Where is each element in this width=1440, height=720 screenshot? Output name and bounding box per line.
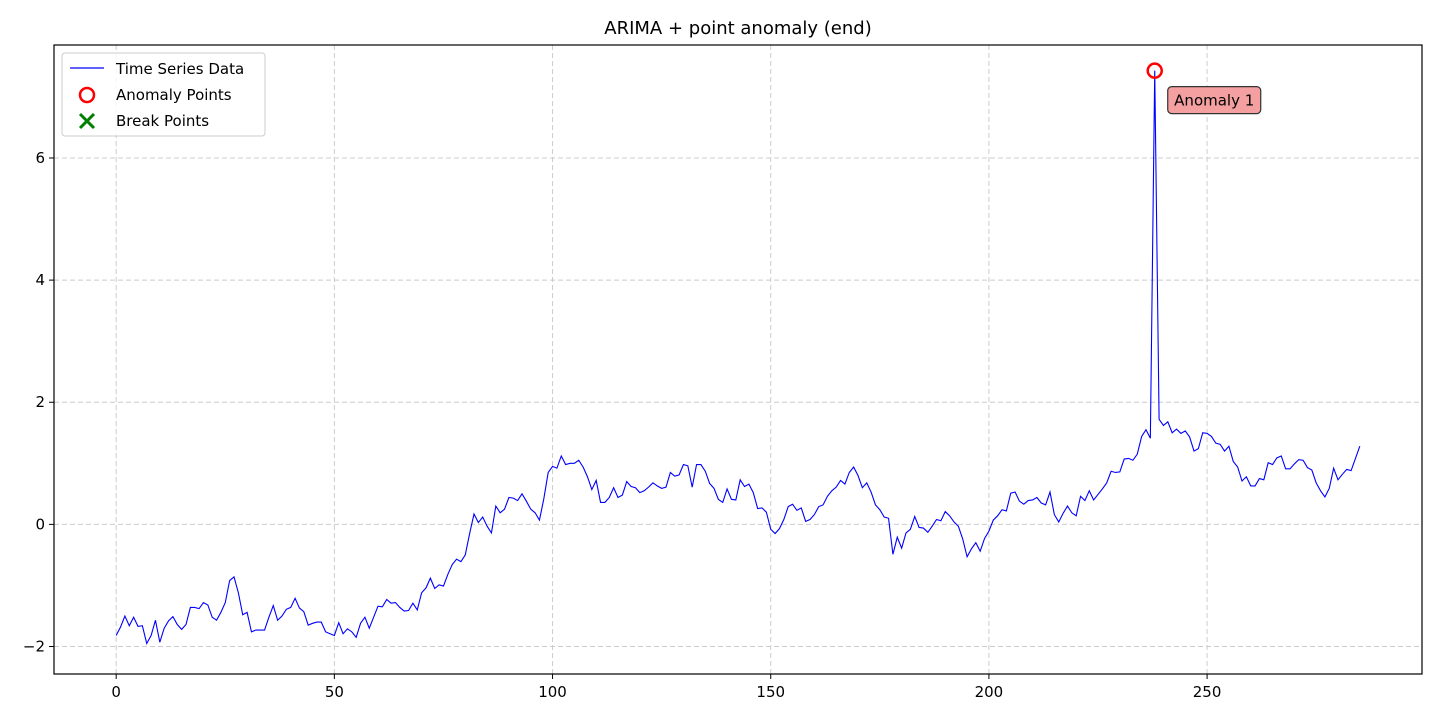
anomaly-annotation: Anomaly 1 bbox=[1167, 86, 1262, 115]
x-tick-label: 0 bbox=[111, 683, 121, 701]
legend-label-break: Break Points bbox=[116, 112, 209, 130]
series-line-time-series-data bbox=[115, 70, 1361, 645]
y-tick-label: 6 bbox=[35, 149, 45, 167]
legend-label-anomaly: Anomaly Points bbox=[116, 86, 232, 104]
y-tick-label: 2 bbox=[35, 393, 45, 411]
legend-label-series: Time Series Data bbox=[115, 60, 244, 78]
y-tick-label: −2 bbox=[23, 638, 45, 656]
legend-circle-marker-icon bbox=[78, 86, 96, 104]
y-tick-label: 0 bbox=[35, 515, 45, 533]
axes-frame bbox=[53, 44, 1423, 675]
x-tick-label: 50 bbox=[325, 683, 344, 701]
x-axis: 0 50 100 150 200 250 bbox=[111, 674, 1221, 701]
anomaly-points bbox=[1146, 62, 1163, 79]
legend-x-marker-icon bbox=[78, 112, 96, 130]
x-tick-label: 200 bbox=[975, 683, 1004, 701]
legend-box bbox=[61, 52, 266, 137]
y-tick-label: 4 bbox=[35, 271, 45, 289]
y-axis: −2 0 2 4 6 bbox=[23, 149, 54, 656]
x-tick-label: 250 bbox=[1193, 683, 1222, 701]
legend: Time Series Data Anomaly Points Break Po… bbox=[61, 52, 266, 137]
x-tick-label: 100 bbox=[538, 683, 567, 701]
x-tick-label: 150 bbox=[756, 683, 785, 701]
grid-lines bbox=[54, 45, 1422, 674]
chart-title: ARIMA + point anomaly (end) bbox=[604, 18, 871, 39]
anomaly-label-box bbox=[1167, 86, 1262, 115]
anomaly-point bbox=[1146, 62, 1163, 79]
anomaly-label: Anomaly 1 bbox=[1174, 92, 1254, 110]
annotations: Anomaly 1 bbox=[1167, 86, 1262, 115]
